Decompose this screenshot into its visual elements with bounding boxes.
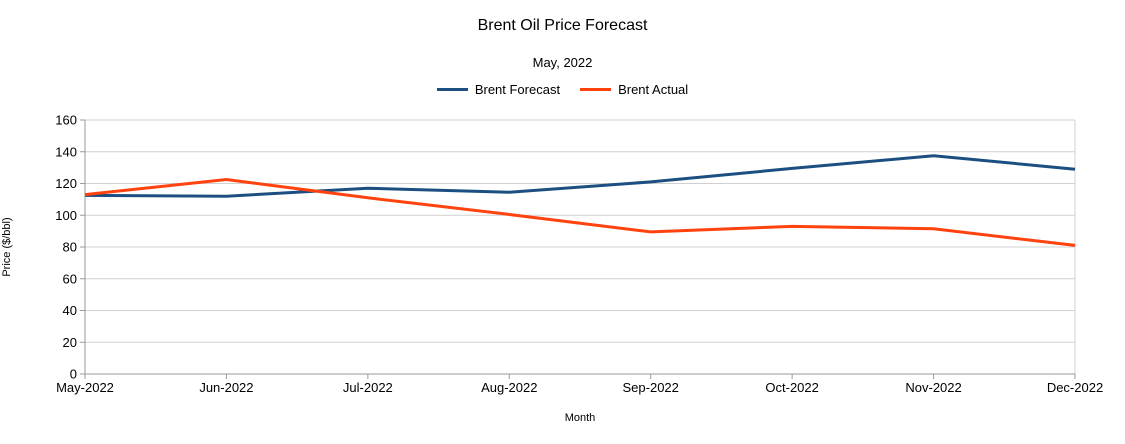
y-tick-label: 160 [55,113,77,128]
legend-item-brent-forecast: Brent Forecast [436,82,561,97]
legend-label-brent-actual: Brent Actual [618,82,689,97]
x-tick-label: Sep-2022 [623,380,679,395]
series-line-brent-actual [84,178,1076,247]
x-tick-label: May-2022 [56,380,114,395]
series-line-brent-forecast [84,154,1076,198]
y-tick-label: 140 [55,144,77,159]
x-tick-label: Dec-2022 [1047,380,1103,395]
legend-line-swatch-forecast [436,88,468,91]
x-axis-title: Month [564,412,596,424]
x-tick-label: Nov-2022 [905,380,961,395]
x-tick-label: Jul-2022 [343,380,393,395]
x-tick-label: Jun-2022 [199,380,253,395]
y-axis-title: Price ($/bbl) [1,217,13,277]
y-tick-label: 80 [63,240,77,255]
y-tick-label: 40 [63,303,77,318]
y-tick-label: 20 [63,335,77,350]
y-tick-label: 0 [70,367,77,382]
x-tick-label: Aug-2022 [481,380,537,395]
chart-legend: Brent Forecast Brent Actual [0,82,1125,97]
legend-line-swatch-actual [580,88,612,91]
legend-item-brent-actual: Brent Actual [580,82,688,97]
y-tick-label: 120 [55,176,77,191]
legend-label-brent-forecast: Brent Forecast [474,82,561,97]
y-tick-label: 60 [63,271,77,286]
chart-subtitle: May, 2022 [532,55,593,70]
y-tick-label: 100 [55,208,77,223]
x-tick-label: Oct-2022 [765,380,818,395]
chart-title: Brent Oil Price Forecast [477,17,648,34]
